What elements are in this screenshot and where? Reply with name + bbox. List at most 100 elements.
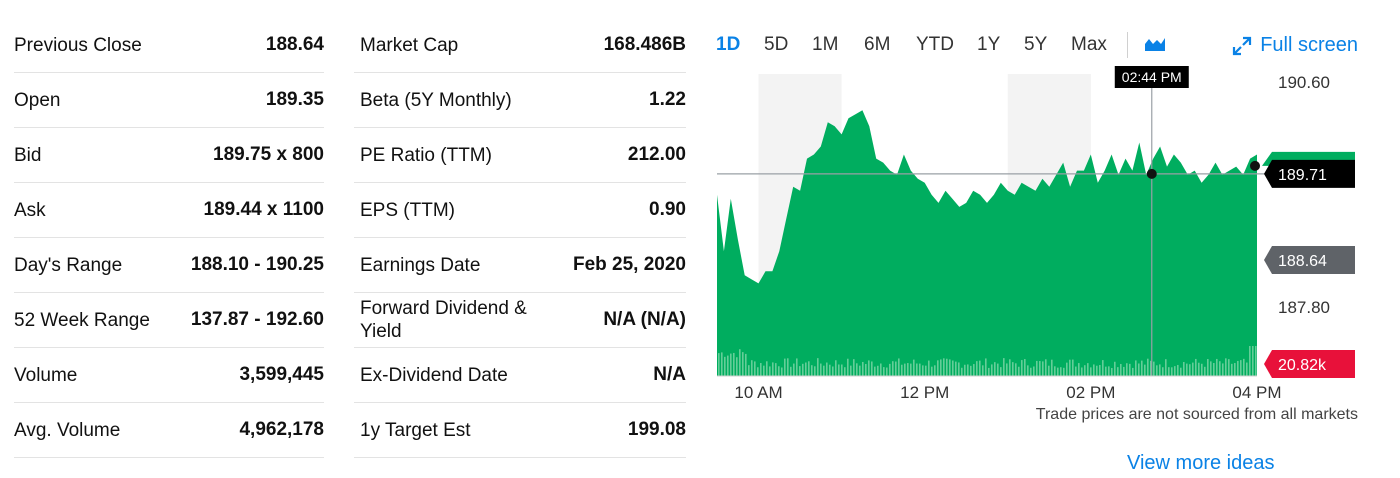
volume-bar	[832, 366, 834, 376]
volume-bar	[1207, 359, 1209, 376]
crosshair-time-box	[1114, 66, 1189, 88]
range-tab-1y[interactable]: 1Y	[977, 34, 1001, 55]
x-tick-label: 02 PM	[1066, 383, 1115, 402]
range-tab-6m[interactable]: 6M	[864, 34, 891, 55]
x-tick-label: 04 PM	[1232, 383, 1281, 402]
volume-bar	[1174, 366, 1176, 376]
volume-bar	[1027, 365, 1029, 376]
volume-bar	[1192, 362, 1194, 376]
stat-label: Beta (5Y Monthly)	[360, 89, 512, 111]
volume-bar	[931, 366, 933, 376]
range-tab-1d[interactable]: 1D	[716, 34, 741, 55]
volume-bar	[793, 363, 795, 376]
volume-bar	[883, 367, 885, 376]
volume-bar	[1108, 366, 1110, 376]
volume-bar	[1216, 358, 1218, 376]
volume-bar	[751, 360, 753, 376]
volume-bar	[1114, 361, 1116, 376]
volume-bar	[1213, 363, 1215, 376]
volume-bar	[1156, 365, 1158, 376]
volume-bar	[1204, 366, 1206, 376]
volume-bar	[1132, 367, 1134, 376]
volume-bar	[1024, 359, 1026, 376]
stat-left-row: Open 189.35	[14, 73, 324, 128]
volume-bar	[976, 361, 978, 376]
view-more-ideas-link[interactable]: View more ideas	[1127, 452, 1275, 474]
volume-bar	[991, 364, 993, 376]
y-tick-label: 187.80	[1278, 298, 1330, 317]
stat-left-row: Avg. Volume 4,962,178	[14, 403, 324, 458]
volume-bar	[775, 363, 777, 376]
volume-bar	[1183, 361, 1185, 376]
expand-icon	[1233, 36, 1252, 55]
stat-value: 3,599,445	[239, 364, 324, 385]
volume-bar	[1000, 367, 1002, 376]
mountain-chart-icon[interactable]	[1144, 36, 1166, 57]
range-tab-5y[interactable]: 5Y	[1024, 34, 1048, 55]
stat-label: EPS (TTM)	[360, 199, 455, 221]
volume-bar	[940, 359, 942, 376]
volume-bar	[1141, 360, 1143, 376]
volume-bar	[856, 363, 858, 376]
volume-bar	[901, 364, 903, 376]
volume-bar	[1078, 363, 1080, 376]
volume-bar	[1105, 366, 1107, 376]
range-tab-max[interactable]: Max	[1071, 34, 1107, 55]
volume-bar	[829, 364, 831, 376]
stat-label: Bid	[14, 144, 42, 166]
range-tab-5d[interactable]: 5D	[764, 34, 789, 55]
volume-bar	[886, 367, 888, 376]
volume-bar	[892, 361, 894, 376]
volume-bar	[1228, 359, 1230, 376]
volume-bar	[871, 361, 873, 376]
stat-right-row: EPS (TTM) 0.90	[354, 183, 686, 238]
volume-bar	[1069, 359, 1071, 376]
volume-bar	[1015, 363, 1017, 376]
volume-bar	[916, 363, 918, 376]
stat-right-row: Ex-Dividend Date N/A	[354, 348, 686, 403]
volume-bar	[970, 365, 972, 376]
stat-label: Volume	[14, 364, 78, 386]
volume-bar	[955, 361, 957, 376]
volume-bar	[814, 366, 816, 376]
volume-bar	[925, 365, 927, 376]
volume-bar	[874, 366, 876, 376]
volume-bar	[946, 358, 948, 376]
volume-bar	[721, 352, 723, 376]
volume-bar	[1045, 359, 1047, 376]
volume-bar	[847, 358, 849, 376]
volume-bar	[1240, 360, 1242, 376]
volume-bar	[1201, 363, 1203, 376]
volume-bar	[781, 367, 783, 376]
volume-bar	[1153, 361, 1155, 376]
volume-bar	[772, 362, 774, 376]
volume-bar	[1162, 367, 1164, 376]
range-tab-ytd[interactable]: YTD	[916, 34, 954, 55]
volume-bar	[1135, 360, 1137, 376]
volume-bar	[859, 365, 861, 376]
stat-label: Day's Range	[14, 254, 123, 276]
stat-value: 189.75 x 800	[213, 144, 324, 165]
volume-bar	[1120, 363, 1122, 376]
volume-bar	[880, 363, 882, 376]
volume-bar	[979, 360, 981, 376]
volume-bar	[733, 352, 735, 376]
volume-bar	[1195, 358, 1197, 376]
stat-right-row: Forward Dividend & Yield N/A (N/A)	[354, 293, 686, 348]
stat-label: Ex-Dividend Date	[360, 364, 508, 386]
stat-label: Earnings Date	[360, 254, 481, 276]
volume-bar	[778, 366, 780, 376]
volume-bar	[937, 360, 939, 376]
volume-bar	[718, 353, 720, 376]
volume-bar	[1231, 363, 1233, 376]
range-tab-1m[interactable]: 1M	[812, 34, 839, 55]
volume-bar	[994, 362, 996, 376]
volume-bar	[1030, 367, 1032, 376]
fullscreen-button[interactable]: Full screen	[1232, 34, 1358, 57]
volume-bar	[1129, 363, 1131, 376]
stat-value: 168.486B	[603, 34, 686, 55]
volume-bar	[730, 353, 732, 376]
volume-bar	[1210, 361, 1212, 376]
x-tick-label: 10 AM	[734, 383, 782, 402]
